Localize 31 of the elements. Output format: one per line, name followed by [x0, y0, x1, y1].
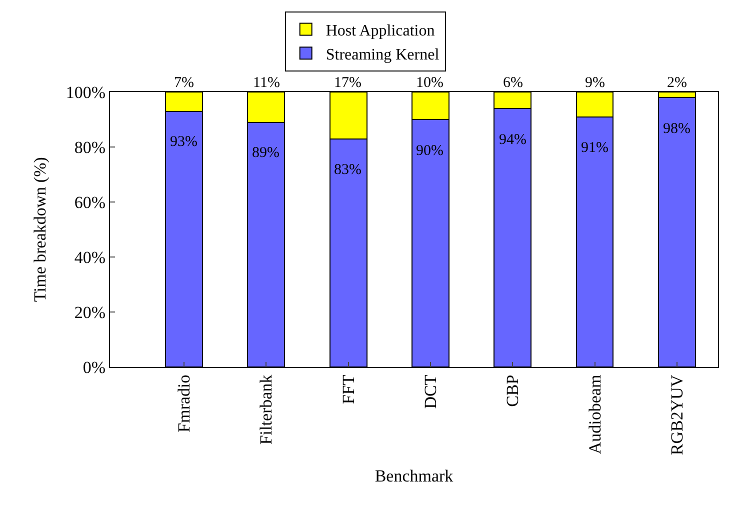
- legend-label: Host Application: [326, 22, 435, 40]
- y-tick-label: 60%: [74, 192, 106, 212]
- y-tick-label: 40%: [74, 248, 106, 267]
- data-label: 93%: [170, 134, 198, 150]
- data-label: 89%: [252, 145, 280, 161]
- data-label: 83%: [334, 162, 362, 178]
- data-label: 10%: [416, 75, 444, 91]
- data-label: 94%: [499, 132, 526, 148]
- legend-label: Streaming Kernel: [326, 46, 440, 64]
- y-tick-label: 0%: [82, 358, 106, 377]
- x-tick-label: RGB2YUV: [667, 374, 686, 456]
- data-label: 91%: [581, 140, 608, 156]
- x-axis-title: Benchmark: [374, 466, 454, 486]
- y-tick-label: 80%: [74, 138, 106, 157]
- y-axis-title: Time breakdown (%): [30, 157, 50, 302]
- x-tick-label: FFT: [338, 374, 358, 404]
- data-label: 17%: [334, 75, 362, 91]
- data-label: 90%: [416, 143, 444, 159]
- data-label: 2%: [667, 75, 687, 91]
- x-tick-label: Audiobeam: [585, 374, 604, 454]
- data-label: 11%: [253, 75, 280, 91]
- y-tick-label: 100%: [66, 82, 106, 102]
- x-tick-label: Filterbank: [256, 374, 276, 445]
- data-label: 6%: [503, 75, 523, 91]
- x-tick-label: CBP: [503, 374, 522, 407]
- data-label: 7%: [174, 75, 194, 91]
- x-tick-label: Fmradio: [174, 374, 194, 432]
- x-tick-label: DCT: [420, 374, 440, 409]
- y-tick-label: 20%: [74, 302, 106, 322]
- data-label: 98%: [663, 121, 690, 137]
- data-label: 9%: [585, 75, 605, 91]
